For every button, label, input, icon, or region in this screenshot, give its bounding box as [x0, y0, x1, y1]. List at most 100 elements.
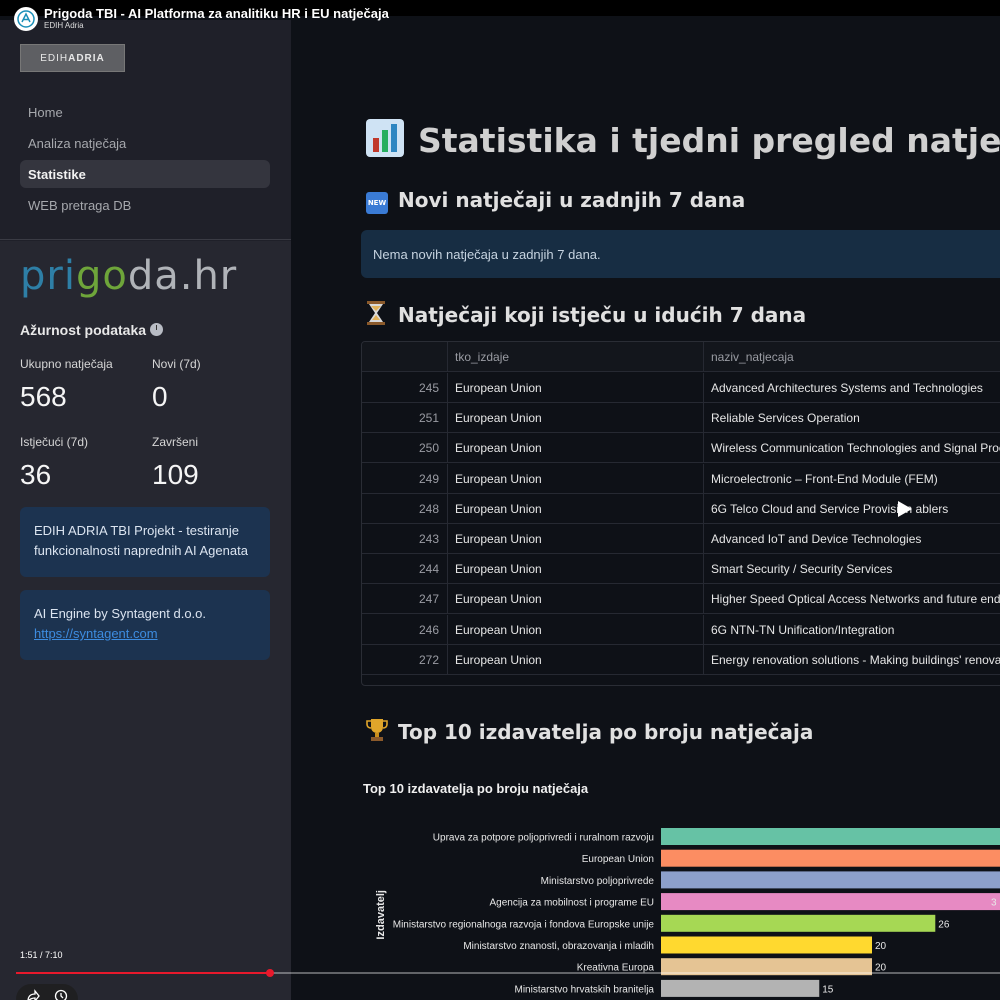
expiring-table[interactable]: tko_izdaje naziv_natjecaja 245 European Uni…	[361, 341, 1000, 686]
new-badge-icon: NEW	[366, 192, 388, 214]
table-row[interactable]: 243 European Union Advanced IoT and Device…	[362, 524, 1000, 554]
y-axis-label: Izdavatelj	[375, 890, 387, 940]
row-index: 250	[362, 433, 448, 464]
column-header[interactable]: tko_izdaje	[448, 342, 704, 372]
cell-issuer: European Union	[448, 493, 704, 524]
section-new-text: Novi natječaji u zadnjih 7 dana	[398, 188, 746, 212]
table-row[interactable]: 251 European Union Reliable Services Opera…	[362, 403, 1000, 434]
metric-new: Novi (7d) 0	[152, 357, 201, 413]
metric-value: 109	[152, 459, 199, 490]
metric-value: 568	[20, 381, 67, 412]
no-new-alert: Nema novih natječaja u zadnjih 7 dana.	[361, 230, 1000, 278]
bar-value-label: 20	[875, 941, 887, 952]
sidebar-item-3[interactable]: WEB pretraga DB	[28, 197, 132, 213]
hourglass-icon	[367, 301, 385, 325]
player-top-bar	[0, 0, 1000, 16]
table-header: tko_izdaje naziv_natjecaja	[362, 342, 1000, 372]
cell-issuer: European Union	[448, 584, 704, 615]
bar-label: Ministarstvo regionalnoga razvoja i fond…	[393, 919, 655, 930]
sidebar: EDIH ADRIA Home Analiza natječaja Statisti…	[0, 20, 291, 1000]
column-header[interactable]: naziv_natjecaja	[711, 350, 794, 364]
column-header[interactable]	[362, 342, 448, 372]
app: EDIH ADRIA Home Analiza natječaja Statisti…	[0, 16, 1000, 1000]
logo-part-3: da.hr	[127, 253, 238, 299]
share-icon[interactable]	[26, 989, 40, 1000]
top-issuers-chart: Uprava za potpore poljoprivredi i ruraln…	[375, 828, 1000, 997]
metric-label: Završeni	[152, 435, 199, 449]
table-row[interactable]: 246 European Union 6G NTN-TN Unification/I…	[362, 614, 1000, 645]
progress-bar[interactable]	[16, 969, 1000, 977]
brand-left: EDIH	[40, 52, 69, 64]
progress-fill	[16, 972, 270, 974]
bar-label: Uprava za potpore poljoprivredi i ruraln…	[433, 833, 654, 844]
metric-label: Ukupno natječaja	[20, 357, 113, 371]
cell-title: Wireless Communication Technologies and …	[711, 441, 1000, 456]
cell-issuer: European Union	[448, 463, 704, 494]
channel-avatar[interactable]	[14, 7, 38, 31]
bar-value-label: 26	[938, 919, 950, 930]
sidebar-item-0[interactable]: Home	[28, 104, 63, 120]
section-new-heading: NEW Novi natječaji u zadnjih 7 dana	[366, 188, 745, 214]
bar[interactable]	[661, 936, 872, 954]
metric-value: 36	[20, 459, 52, 490]
chart-title: Top 10 izdavatelja po broju natječaja	[363, 781, 589, 796]
table-row[interactable]: 245 European Union Advanced Architectures …	[362, 373, 1000, 403]
page-title: Statistika i tjedni pregled natječaja	[366, 119, 1000, 160]
section-top-text: Top 10 izdavatelja po broju natječaja	[398, 720, 814, 744]
row-index: 272	[362, 644, 448, 675]
metric-finished: Završeni 109	[152, 435, 199, 491]
bar[interactable]	[661, 914, 936, 932]
bar[interactable]	[661, 893, 1000, 911]
syntagent-link[interactable]: https://syntagent.com	[34, 626, 158, 641]
video-title[interactable]: Prigoda TBI - AI Platforma za analitiku …	[44, 6, 389, 21]
row-index: 243	[362, 524, 448, 554]
bar[interactable]	[661, 849, 1000, 867]
brand-right: ADRIA	[68, 52, 105, 64]
bar-label: Ministarstvo hrvatskih branitelja	[515, 984, 655, 995]
page-title-text: Statistika i tjedni pregled natječaja	[418, 121, 1000, 160]
sidebar-nav: Home Analiza natječaja Statistike WEB pretr…	[20, 98, 270, 222]
channel-name[interactable]: EDIH Adria	[44, 21, 84, 30]
cell-title: Smart Security / Security Services	[711, 562, 893, 577]
cell-issuer: European Union	[448, 614, 704, 645]
table-row[interactable]: 248 European Union 6G Telco Cloud and Serv…	[362, 493, 1000, 524]
logo-part-1: pri	[20, 253, 76, 299]
progress-scrubber[interactable]	[265, 969, 274, 977]
channel-logo-icon	[17, 10, 35, 28]
bar-chart-icon	[366, 119, 404, 157]
table-row[interactable]: 249 European Union Microelectronic – Front…	[362, 463, 1000, 494]
sidebar-item-1[interactable]: Analiza natječaja	[28, 135, 127, 151]
cell-issuer: European Union	[448, 403, 704, 434]
cell-title: Reliable Services Operation	[711, 411, 860, 426]
cell-title: Higher Speed Optical Access Networks and…	[711, 592, 1000, 607]
edih-adria-logo: EDIH ADRIA	[20, 44, 125, 72]
table-row[interactable]: 244 European Union Smart Security / Securi…	[362, 554, 1000, 585]
watch-later-icon[interactable]	[54, 989, 68, 1000]
cell-title: 6G Telco Cloud and Service Provision abl…	[711, 501, 949, 516]
main-content: Statistika i tjedni pregled natječaja NE…	[291, 16, 1000, 1000]
row-index: 246	[362, 614, 448, 645]
bar-value-label: 15	[822, 984, 834, 995]
bar[interactable]	[661, 958, 872, 976]
play-icon[interactable]	[897, 500, 913, 518]
metric-label: Novi (7d)	[152, 357, 201, 371]
freshness-title-text: Ažurnost podataka	[20, 322, 147, 338]
sidebar-item-2[interactable]: Statistike	[20, 160, 270, 188]
player-controls	[16, 984, 78, 1000]
table-row[interactable]: 247 European Union Higher Speed Optical Ac…	[362, 584, 1000, 615]
project-info-text: EDIH ADRIA TBI Projekt - testiranje funk…	[34, 523, 248, 558]
bar[interactable]	[661, 828, 1000, 845]
table-row[interactable]: 250 European Union Wireless Communication …	[362, 433, 1000, 464]
bar[interactable]	[661, 979, 820, 997]
prigoda-logo: prigoda.hr	[20, 253, 237, 299]
cell-title: Microelectronic – Front-End Module (FEM)	[711, 471, 938, 486]
cell-issuer: European Union	[448, 524, 704, 554]
row-index: 244	[362, 554, 448, 585]
cell-title: Advanced Architectures Systems and Techn…	[711, 381, 983, 395]
table-row[interactable]: 272 European Union Energy renovation solut…	[362, 644, 1000, 675]
bar[interactable]	[661, 871, 1000, 889]
logo-part-2: go	[75, 253, 128, 299]
trophy-icon	[366, 719, 388, 741]
cell-issuer: European Union	[448, 644, 704, 675]
cell-title: Advanced IoT and Device Technologies	[711, 532, 922, 546]
